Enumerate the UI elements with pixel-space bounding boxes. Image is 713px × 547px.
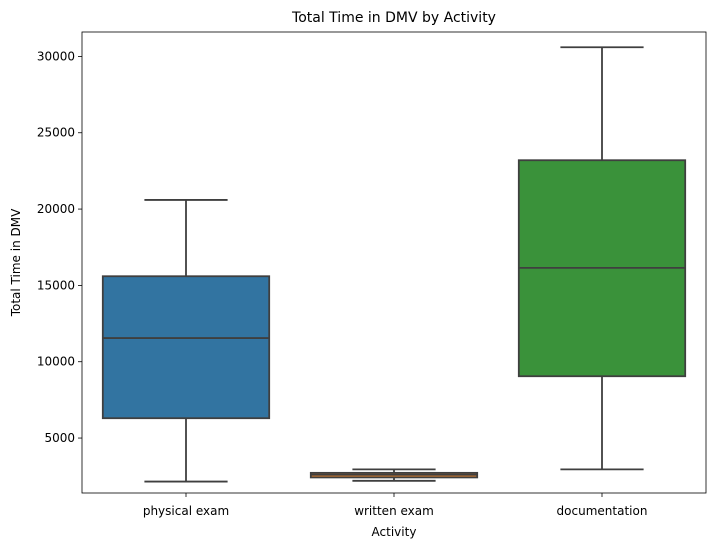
boxes-group: [101, 46, 687, 483]
y-tick-label: 15000: [37, 278, 75, 292]
y-axis-label: Total Time in DMV: [9, 208, 23, 317]
y-tick-label: 20000: [37, 202, 75, 216]
y-axis-ticks: 5000 10000 15000 20000 25000 30000: [37, 49, 82, 445]
chart-title: Total Time in DMV by Activity: [291, 10, 496, 26]
x-axis-ticks: physical exam written exam documentation: [143, 493, 648, 518]
box-documentation: [517, 46, 687, 471]
box-written-exam: [309, 468, 479, 482]
x-axis-label: Activity: [372, 525, 417, 539]
y-tick-label: 30000: [37, 49, 75, 63]
y-tick-label: 25000: [37, 126, 75, 140]
x-tick-label: written exam: [354, 504, 434, 518]
iqr-box: [101, 275, 271, 420]
plot-frame: [81, 31, 707, 494]
x-tick-label: physical exam: [143, 504, 229, 518]
y-tick-label: 10000: [37, 355, 75, 369]
x-tick-label: documentation: [557, 504, 648, 518]
box-physical-exam: [101, 199, 271, 483]
y-tick-label: 5000: [44, 431, 75, 445]
